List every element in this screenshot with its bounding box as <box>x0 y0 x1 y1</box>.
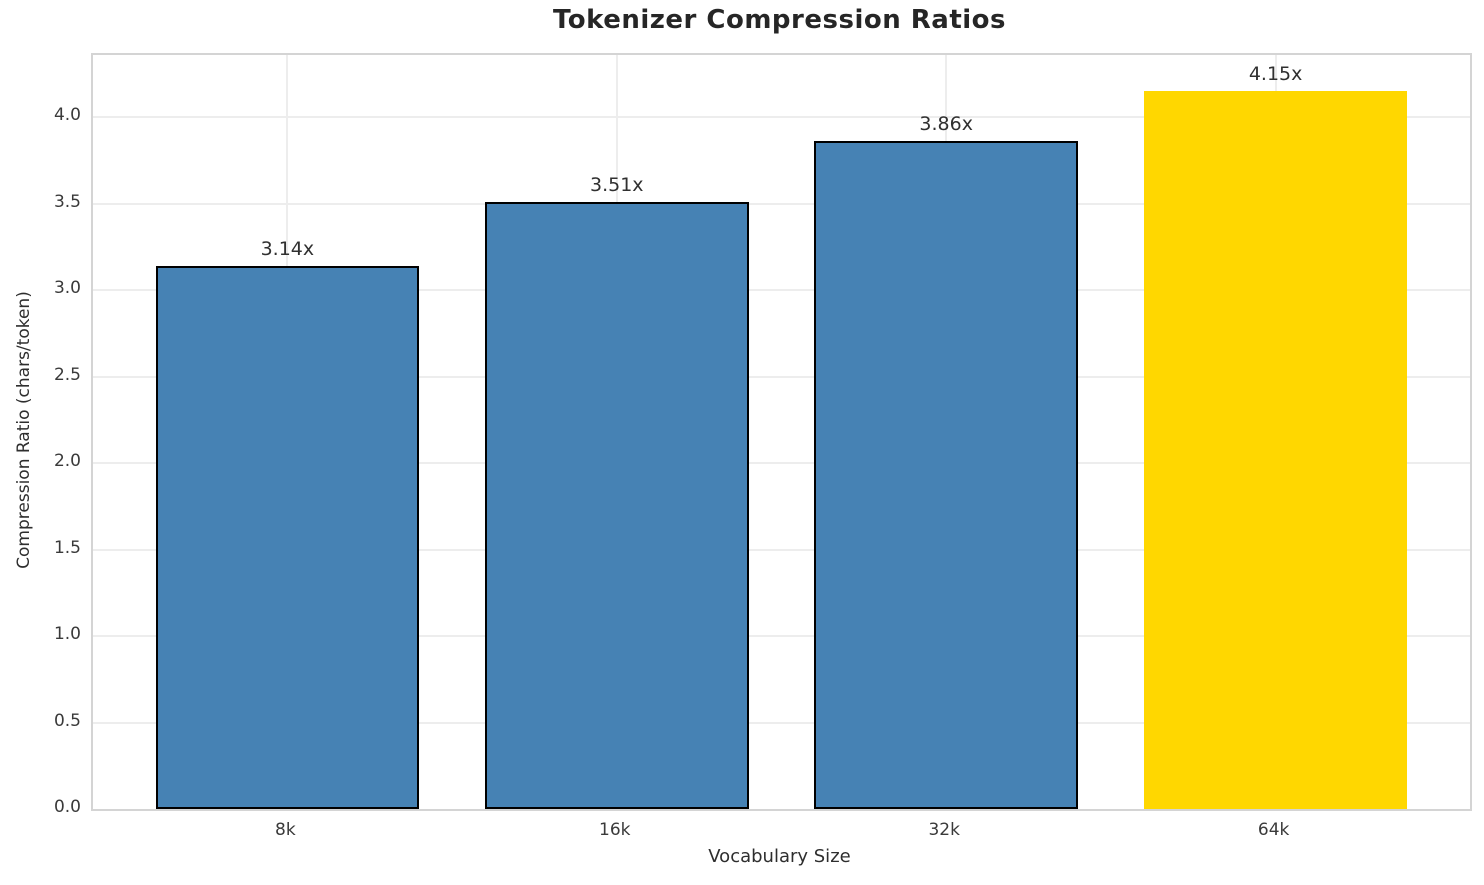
y-tick-label: 1.5 <box>53 537 81 558</box>
y-tick-label: 0.5 <box>53 710 81 731</box>
gridline-horizontal <box>93 721 1470 724</box>
gridline-horizontal <box>93 289 1470 292</box>
bar-16k <box>485 202 749 809</box>
bar-64k <box>1143 91 1408 809</box>
gridline-horizontal <box>93 375 1470 378</box>
y-tick-label: 4.0 <box>53 105 81 126</box>
x-axis-label: Vocabulary Size <box>708 846 851 867</box>
bar-value-label: 3.14x <box>260 237 315 260</box>
bar-32k <box>814 141 1078 809</box>
x-tick-label: 64k <box>1257 820 1290 840</box>
y-tick-label: 3.0 <box>53 278 81 299</box>
gridline-horizontal <box>93 462 1470 465</box>
bar-value-label: 3.86x <box>919 113 973 136</box>
bar-value-label: 4.15x <box>1248 63 1303 86</box>
bar-8k <box>155 265 420 809</box>
y-tick-label: 3.5 <box>53 191 81 212</box>
x-tick-label: 8k <box>275 820 296 840</box>
gridline-horizontal <box>93 548 1470 551</box>
x-tick-label: 16k <box>599 820 631 840</box>
plot-area: 3.14x 3.51x 3.86x 4.15x <box>91 53 1472 811</box>
y-tick-label: 0.0 <box>53 797 81 817</box>
gridline-horizontal <box>93 116 1470 119</box>
chart-title: Tokenizer Compression Ratios <box>552 5 1007 35</box>
y-tick-label: 2.0 <box>53 451 81 472</box>
x-tick-label: 32k <box>928 820 960 840</box>
bar-value-label: 3.51x <box>590 174 644 196</box>
gridline-horizontal <box>93 202 1470 205</box>
y-tick-label: 1.0 <box>53 624 81 645</box>
y-axis-label: Compression Ratio (chars/token) <box>14 291 34 569</box>
gridline-horizontal <box>93 635 1470 638</box>
y-tick-label: 2.5 <box>53 364 81 385</box>
